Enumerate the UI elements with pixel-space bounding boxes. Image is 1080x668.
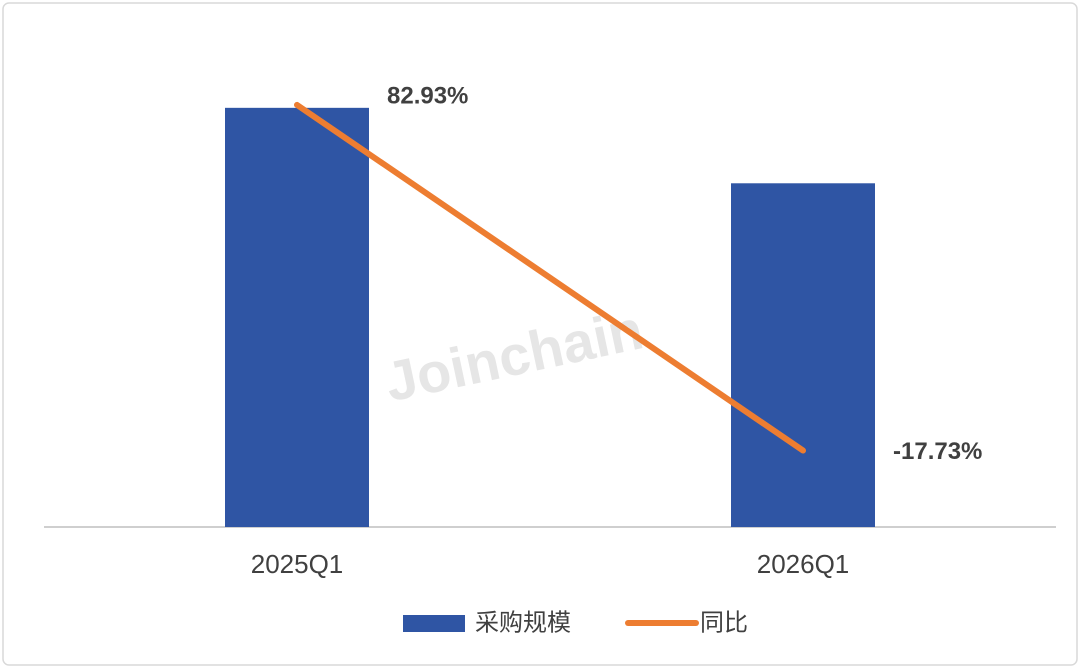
line: [294, 101, 806, 454]
x-tick-label: 2026Q1: [757, 549, 850, 579]
x-tick-label: 2025Q1: [251, 549, 344, 579]
legend-swatch: [403, 615, 465, 632]
bar: [225, 107, 369, 527]
data-label: -17.73%: [893, 438, 982, 465]
legend-label: 同比: [700, 609, 748, 636]
legend-label: 采购规模: [475, 609, 571, 636]
data-label: 82.93%: [387, 82, 468, 109]
bar: [731, 183, 875, 528]
